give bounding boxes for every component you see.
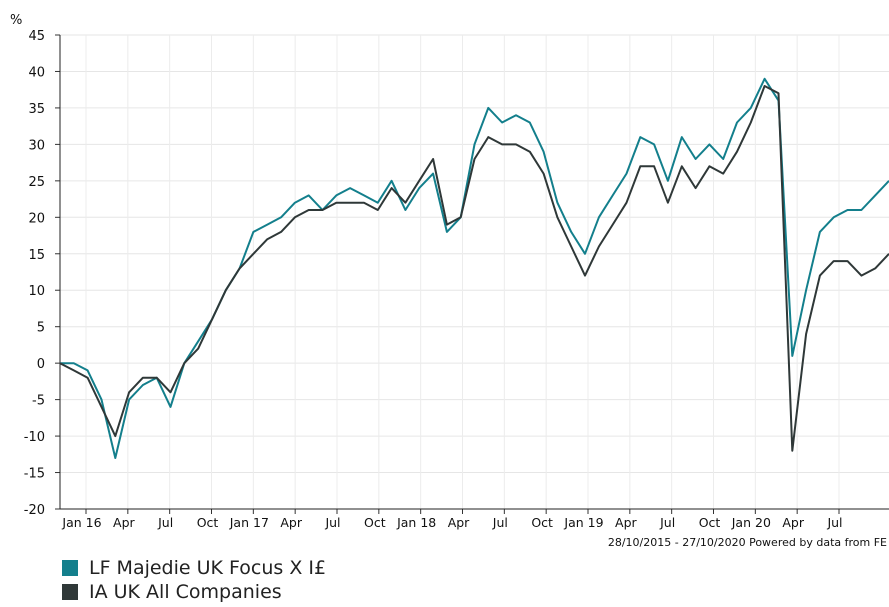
- x-tick-label: Jan 19: [563, 515, 603, 530]
- x-tick-label: Apr: [280, 515, 302, 530]
- y-tick-label: -10: [24, 430, 45, 445]
- x-tick-label: Apr: [448, 515, 470, 530]
- series-line-ia-uk: [59, 85, 889, 452]
- legend-label-majedie: LF Majedie UK Focus X I£: [89, 557, 327, 579]
- legend-label-ia-uk: IA UK All Companies: [89, 581, 282, 603]
- y-tick-label: 10: [28, 284, 45, 299]
- y-tick-label: 35: [28, 102, 45, 117]
- legend-swatch-ia-uk: [62, 584, 78, 600]
- x-tick-label: Jul: [157, 515, 173, 530]
- x-tick-label: Jul: [826, 515, 842, 530]
- x-tick-label: Oct: [364, 515, 386, 530]
- y-tick-label: 25: [28, 175, 45, 190]
- y-tick-label: 5: [37, 321, 45, 336]
- x-tick-label: Apr: [615, 515, 637, 530]
- x-tick-label: Oct: [699, 515, 721, 530]
- y-tick-label: 45: [28, 29, 45, 44]
- x-tick-label: Jul: [492, 515, 508, 530]
- x-tick-label: Jan 16: [61, 515, 101, 530]
- legend-swatch-majedie: [62, 560, 78, 576]
- y-tick-label: 20: [28, 211, 45, 226]
- x-tick-label: Oct: [531, 515, 553, 530]
- y-tick-label: -5: [32, 394, 45, 409]
- date-range-note: 28/10/2015 - 27/10/2020 Powered by data …: [608, 536, 887, 549]
- y-tick-label: 15: [28, 248, 45, 263]
- x-tick-label: Apr: [782, 515, 804, 530]
- x-tick-label: Jul: [659, 515, 675, 530]
- y-tick-label: 40: [28, 65, 45, 80]
- series-line-majedie: [60, 77, 889, 459]
- y-tick-label: 0: [37, 357, 45, 372]
- x-tick-label: Jan 20: [731, 515, 771, 530]
- x-tick-label: Apr: [113, 515, 135, 530]
- legend-item-ia-uk[interactable]: IA UK All Companies: [62, 580, 326, 604]
- legend: LF Majedie UK Focus X I£ IA UK All Compa…: [62, 556, 326, 604]
- y-tick-label: 30: [28, 138, 45, 153]
- y-unit-label: %: [10, 13, 22, 28]
- x-tick-label: Jul: [324, 515, 340, 530]
- x-tick-label: Jan 17: [229, 515, 269, 530]
- x-tick-label: Jan 18: [396, 515, 436, 530]
- legend-item-majedie[interactable]: LF Majedie UK Focus X I£: [62, 556, 326, 580]
- y-tick-label: -20: [24, 503, 45, 518]
- y-tick-label: -15: [24, 467, 45, 482]
- x-tick-label: Oct: [197, 515, 219, 530]
